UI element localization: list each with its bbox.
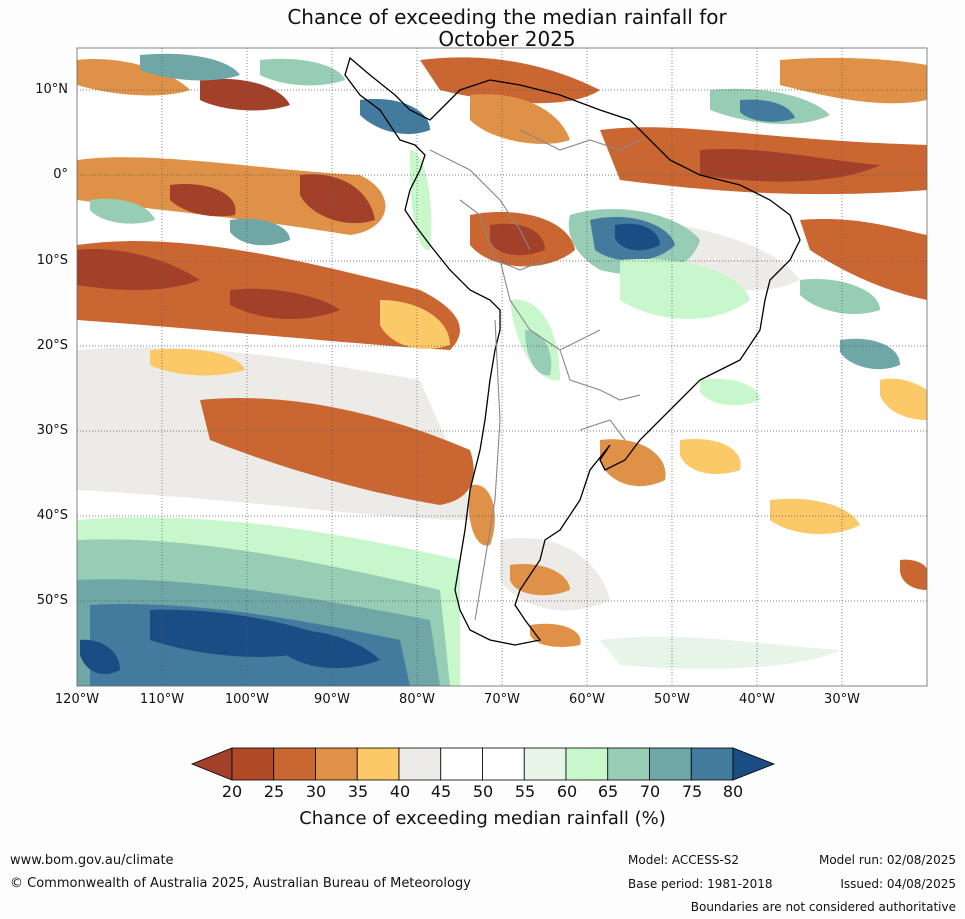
wet-patch [615,223,660,251]
copyright-notice: © Commonwealth of Australia 2025, Austra… [10,876,471,891]
lon-label-120w: 120°W [54,692,100,707]
colorbar-tick: 40 [389,782,411,801]
dry-patch [780,57,927,104]
base-period: Base period: 1981-2018 [628,877,773,891]
colorbar-tick: 55 [514,782,536,801]
colorbar-tick: 50 [472,782,494,801]
colorbar-segment [565,747,609,781]
boundaries-disclaimer: Boundaries are not considered authoritat… [690,900,956,914]
bom-website-link[interactable]: www.bom.gov.au/climate [10,853,174,868]
lat-label-50s: 50°S [36,593,68,608]
wet-patch [800,279,880,315]
wet-patch [525,330,552,376]
colorbar-tick: 45 [430,782,452,801]
dry-patch [770,498,860,535]
dry-patch [200,398,474,505]
wet-patch [230,218,290,246]
dry-patch [470,94,570,144]
wet-patch [600,636,840,669]
lon-label-110w: 110°W [139,692,185,707]
dry-patch [510,564,570,596]
dry-patch [300,174,375,224]
dry-patch [600,439,666,487]
map-frame [76,47,928,687]
colorbar [190,747,776,781]
wet-patch [80,639,120,675]
lat-label-30s: 30°S [36,423,68,438]
colorbar-tick: 30 [305,782,327,801]
colorbar-segment [398,747,442,781]
wet-patch [140,53,240,81]
dry-patch [530,623,581,647]
colorbar-min-arrow [190,747,233,781]
model-name: Model: ACCESS-S2 [628,853,740,867]
lon-label-60w: 60°W [569,692,605,707]
lon-label-40w: 40°W [739,692,775,707]
wet-patch [280,629,380,669]
dry-patch [380,300,450,349]
lon-label-80w: 80°W [399,692,435,707]
dry-patch [900,559,927,590]
colorbar-segment [231,747,275,781]
wet-patch [260,58,345,86]
lon-label-90w: 90°W [314,692,350,707]
map-title-line-2: October 2025 [438,27,576,51]
dry-patch [420,57,600,104]
lon-label-30w: 30°W [824,692,860,707]
wet-patch [700,378,760,406]
map-title-line-1: Chance of exceeding the median rainfall … [287,5,727,29]
lat-label-equator: 0° [53,167,68,182]
dry-patch [680,439,741,475]
dry-patch [77,249,200,290]
colorbar-tick: 65 [597,782,619,801]
dry-patch [468,484,495,546]
dry-patch [700,148,880,182]
colorbar-max-arrow [732,747,776,781]
colorbar-segment [315,747,358,781]
wet-patch [740,99,795,122]
colorbar-tick: 25 [263,782,285,801]
colorbar-segment [649,747,692,781]
lon-label-70w: 70°W [484,692,520,707]
wet-patch [840,338,900,370]
dry-patch [200,78,290,111]
colorbar-tick: 80 [722,782,744,801]
lon-label-50w: 50°W [654,692,690,707]
colorbar-tick: 60 [556,782,578,801]
lat-label-40s: 40°S [36,508,68,523]
colorbar-segment [356,747,400,781]
colorbar-segment [523,747,567,781]
lon-label-100w: 100°W [224,692,270,707]
colorbar-segment [607,747,650,781]
colorbar-segment [482,747,525,781]
colorbar-segment [440,747,483,781]
colorbar-tick: 20 [221,782,243,801]
colorbar-tick: 35 [347,782,369,801]
dry-patch [880,378,927,420]
colorbar-segment [273,747,316,781]
issued-date: Issued: 04/08/2025 [840,877,956,891]
dry-patch [77,59,190,96]
dry-patch [800,218,927,300]
colorbar-label: Chance of exceeding median rainfall (%) [299,808,666,829]
colorbar-tick: 75 [681,782,703,801]
lat-label-10s: 10°S [36,253,68,268]
wet-patch [90,198,155,224]
colorbar-segment [690,747,734,781]
lat-label-10n: 10°N [35,82,68,97]
wet-patch [620,259,750,319]
dry-patch [230,288,340,320]
model-run-date: Model run: 02/08/2025 [818,853,956,867]
dry-patch [150,348,245,376]
rainfall-probability-field [77,53,927,686]
south-america-coastline [344,56,801,646]
gridlines [77,48,927,686]
lat-label-20s: 20°S [36,338,68,353]
dry-patch [490,223,545,256]
colorbar-tick: 70 [639,782,661,801]
country-borders [429,129,641,621]
dry-patch [170,184,236,217]
